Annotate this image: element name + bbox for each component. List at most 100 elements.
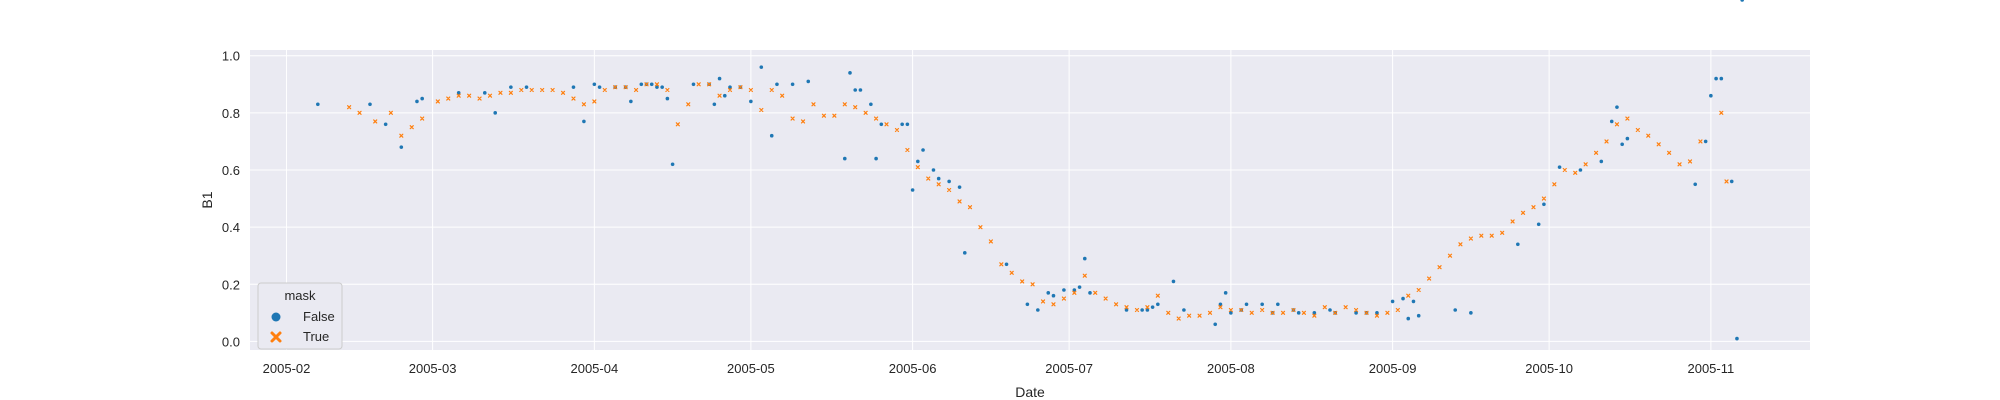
point-false bbox=[1124, 308, 1129, 312]
point-true bbox=[1145, 305, 1150, 310]
y-axis-label: B1 bbox=[199, 191, 215, 208]
point-false bbox=[759, 65, 764, 69]
point-true bbox=[581, 102, 587, 107]
point-true bbox=[1166, 310, 1171, 315]
point-false bbox=[316, 102, 320, 107]
point-true bbox=[1489, 233, 1494, 238]
point-false bbox=[921, 148, 925, 152]
point-true bbox=[1353, 307, 1359, 313]
point-false bbox=[1354, 311, 1358, 315]
point-false bbox=[597, 85, 602, 89]
point-true bbox=[592, 99, 597, 104]
point-false bbox=[1390, 299, 1395, 304]
point-true bbox=[1124, 305, 1129, 310]
point-false bbox=[629, 99, 633, 104]
point-true bbox=[409, 125, 414, 130]
point-false bbox=[1182, 308, 1186, 312]
point-false bbox=[790, 82, 795, 87]
point-false bbox=[769, 133, 774, 138]
point-true bbox=[686, 102, 691, 107]
point-false bbox=[509, 85, 513, 89]
point-false bbox=[1276, 302, 1280, 307]
point-true bbox=[842, 102, 847, 107]
point-true bbox=[727, 87, 733, 93]
point-true bbox=[780, 93, 785, 98]
point-false bbox=[1025, 302, 1030, 307]
point-true bbox=[1614, 122, 1620, 127]
point-true bbox=[821, 113, 827, 118]
point-true bbox=[707, 82, 712, 87]
point-true bbox=[675, 122, 680, 127]
point-false bbox=[1004, 262, 1009, 267]
point-true bbox=[1082, 273, 1087, 278]
point-true bbox=[560, 90, 566, 95]
point-true bbox=[926, 176, 931, 181]
point-false bbox=[1140, 308, 1144, 312]
point-true bbox=[1593, 150, 1599, 155]
point-false bbox=[1156, 302, 1160, 307]
point-true bbox=[863, 110, 868, 115]
point-false bbox=[1223, 291, 1228, 295]
point-true bbox=[790, 116, 795, 121]
point-true bbox=[811, 102, 816, 107]
point-false bbox=[1406, 316, 1411, 321]
point-true bbox=[957, 199, 962, 204]
point-true bbox=[1531, 205, 1536, 210]
series-true-points bbox=[347, 82, 1729, 321]
x-tick-label: 2005-07 bbox=[1045, 361, 1093, 376]
point-true bbox=[988, 239, 993, 244]
point-true bbox=[1406, 293, 1411, 298]
point-false bbox=[874, 156, 878, 161]
point-true bbox=[1520, 210, 1526, 215]
point-true bbox=[654, 82, 660, 87]
point-false bbox=[1599, 159, 1604, 164]
point-false bbox=[524, 85, 529, 89]
point-true bbox=[1187, 313, 1192, 318]
legend-marker-true bbox=[270, 331, 282, 343]
x-tick-label: 2005-04 bbox=[570, 361, 618, 376]
point-false bbox=[655, 85, 659, 89]
point-true bbox=[1030, 282, 1035, 287]
point-false bbox=[493, 111, 498, 115]
point-false bbox=[1145, 308, 1150, 312]
point-false bbox=[1260, 302, 1264, 307]
point-true bbox=[456, 93, 461, 98]
point-true bbox=[1510, 219, 1515, 224]
point-true bbox=[477, 96, 482, 101]
point-false bbox=[1046, 291, 1051, 295]
point-false bbox=[482, 91, 487, 95]
point-false bbox=[1693, 182, 1698, 187]
point-false bbox=[415, 99, 419, 104]
point-true bbox=[1724, 179, 1729, 184]
point-true bbox=[1333, 310, 1338, 315]
point-true bbox=[602, 87, 607, 93]
point-true bbox=[1541, 196, 1547, 201]
point-false bbox=[858, 88, 863, 92]
point-true bbox=[540, 87, 545, 93]
point-true bbox=[1134, 307, 1140, 313]
point-true bbox=[1176, 316, 1181, 321]
point-false bbox=[1703, 139, 1708, 144]
point-false bbox=[456, 91, 461, 95]
point-true bbox=[446, 96, 451, 101]
point-false bbox=[936, 176, 941, 181]
point-false bbox=[1077, 285, 1082, 289]
point-true bbox=[1051, 302, 1056, 307]
point-true bbox=[717, 93, 722, 98]
point-false bbox=[1082, 256, 1087, 261]
point-false bbox=[1735, 336, 1739, 341]
point-false bbox=[931, 168, 936, 172]
point-false bbox=[722, 93, 727, 98]
point-false bbox=[848, 71, 852, 75]
point-true bbox=[999, 262, 1004, 267]
point-true bbox=[1040, 299, 1046, 304]
point-false bbox=[957, 185, 962, 189]
point-true bbox=[357, 110, 362, 115]
point-true bbox=[467, 93, 472, 98]
x-axis-label: Date bbox=[1015, 384, 1045, 400]
point-true bbox=[967, 205, 973, 210]
point-true bbox=[1301, 310, 1307, 315]
point-false bbox=[1620, 142, 1624, 147]
point-true bbox=[1374, 313, 1380, 318]
point-true bbox=[487, 93, 493, 98]
